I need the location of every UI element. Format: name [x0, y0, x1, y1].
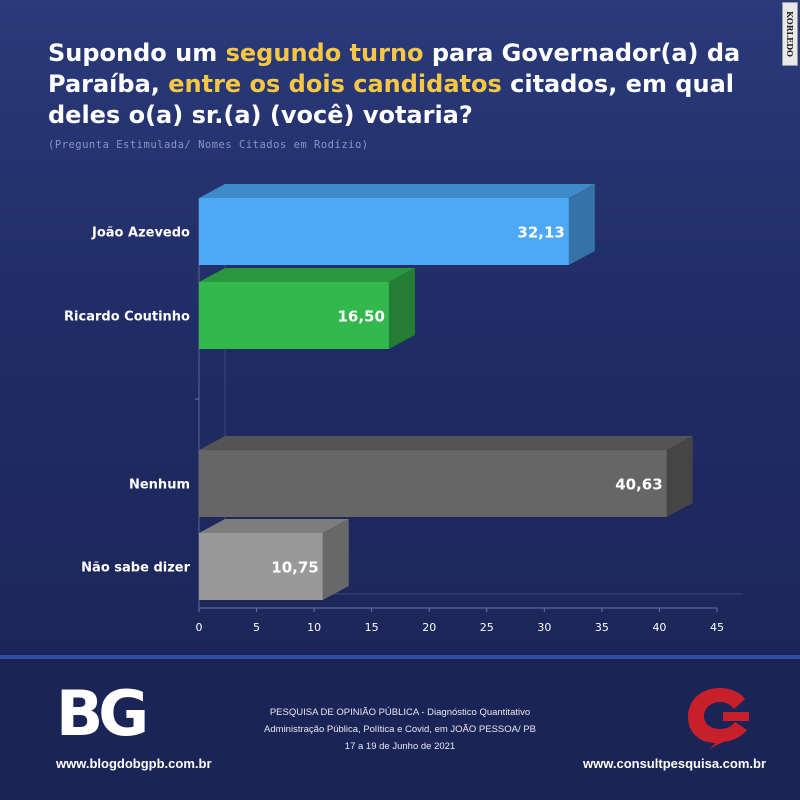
data-label: 10,75: [271, 559, 318, 577]
survey-info-line-3: 17 a 19 de Junho de 2021: [344, 741, 456, 752]
title-highlight: entre os dois candidatos: [168, 70, 502, 98]
bar-side-face: [568, 184, 595, 265]
bar-side-face: [666, 436, 693, 517]
data-label: 32,13: [517, 224, 564, 242]
x-tick-label: 40: [652, 621, 666, 634]
title-text: Supondo um: [48, 39, 226, 67]
footer-divider: [0, 655, 800, 659]
x-tick-label: 35: [595, 621, 609, 634]
bar-top-face: [199, 268, 415, 282]
bar-chart: 32,13 João Azevedo 16,50 Ricardo Coutinho 40…: [64, 184, 743, 634]
category-label: Ricardo Coutinho: [64, 310, 190, 325]
data-label: 40,63: [615, 476, 662, 494]
x-tick-label: 45: [710, 621, 724, 634]
watermark-text: KORLEDO: [785, 11, 796, 57]
bar-top-face: [199, 184, 595, 198]
consult-c-logo-icon: [688, 688, 749, 749]
x-tick-label: 20: [422, 621, 436, 634]
blog-bg-logo-text: BG: [56, 683, 145, 743]
bar-top-face: [199, 436, 693, 450]
footer: [0, 659, 800, 800]
chart-title: Supondo um segundo turno para Governador…: [48, 38, 748, 131]
x-tick-label: 15: [365, 621, 379, 634]
bar: [199, 198, 569, 265]
chart-subtitle: (Pregunta Estimulada/ Nomes Citados em R…: [48, 139, 369, 151]
bar: [199, 450, 667, 517]
bar-top-face: [199, 519, 349, 533]
data-label: 16,50: [337, 308, 384, 326]
bar: [199, 282, 389, 349]
title-highlight: segundo turno: [225, 39, 424, 67]
consult-url-link[interactable]: www.consultpesquisa.com.br: [583, 756, 766, 771]
bar-side-face: [322, 519, 349, 600]
survey-info-line-2: Administração Pública, Política e Covid,…: [264, 724, 536, 735]
x-tick-label: 5: [253, 621, 260, 634]
x-tick-label: 0: [196, 621, 203, 634]
bar: [199, 533, 323, 600]
x-tick-label: 10: [307, 621, 321, 634]
category-label: João Azevedo: [91, 226, 190, 241]
blog-bg-logo-icon: BG: [56, 683, 146, 743]
category-label: Não sabe dizer: [81, 561, 190, 576]
watermark-stamp: KORLEDO: [782, 2, 798, 66]
x-tick-label: 25: [480, 621, 494, 634]
title-text: para Governador(a) da Paraíba,: [48, 39, 741, 98]
category-label: Nenhum: [129, 478, 190, 493]
x-tick-label: 30: [537, 621, 551, 634]
survey-info: PESQUISA DE OPINIÃO PÚBLICA - Diagnóstic…: [200, 704, 600, 755]
bar-side-face: [388, 268, 415, 349]
title-text: citados, em qual deles o(a) sr.(a) (você…: [48, 70, 734, 129]
blog-url-link[interactable]: www.blogdobgpb.com.br: [56, 756, 212, 771]
survey-info-line-1: PESQUISA DE OPINIÃO PÚBLICA - Diagnóstic…: [269, 707, 531, 718]
